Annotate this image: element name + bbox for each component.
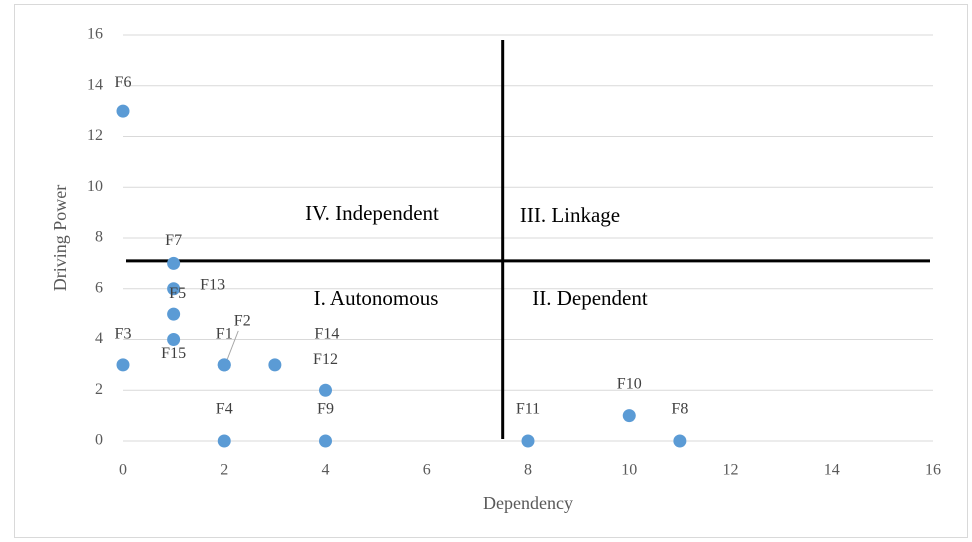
point-label: F3 bbox=[115, 326, 132, 343]
point-label: F14 bbox=[314, 326, 339, 343]
point bbox=[167, 256, 181, 270]
point-label: F13 bbox=[200, 276, 225, 293]
point bbox=[673, 434, 687, 448]
x-tick-label: 6 bbox=[423, 462, 431, 479]
x-tick-label: 4 bbox=[322, 462, 330, 479]
point-label: F1 bbox=[216, 326, 233, 343]
point-label: F2 bbox=[234, 313, 251, 330]
x-tick-label: 8 bbox=[524, 462, 532, 479]
y-tick-label: 4 bbox=[95, 330, 103, 347]
point-label: F10 bbox=[617, 375, 642, 392]
point bbox=[167, 307, 181, 321]
leader-line bbox=[225, 330, 239, 363]
point-label: F4 bbox=[216, 401, 233, 418]
point bbox=[268, 358, 282, 372]
x-tick-label: 16 bbox=[925, 462, 941, 479]
chart-frame bbox=[14, 4, 968, 538]
x-tick-label: 10 bbox=[621, 462, 637, 479]
x-tick-label: 12 bbox=[723, 462, 739, 479]
point bbox=[622, 409, 636, 423]
point-label: F8 bbox=[671, 401, 688, 418]
point-label: F11 bbox=[516, 401, 540, 418]
point-label: F12 bbox=[313, 351, 338, 368]
point bbox=[167, 333, 181, 346]
y-axis-label: Driving Power bbox=[50, 185, 70, 292]
point bbox=[319, 383, 332, 397]
point bbox=[521, 434, 535, 448]
y-tick-label: 8 bbox=[95, 229, 103, 246]
quadrant-label: IV. Independent bbox=[305, 201, 439, 225]
point bbox=[319, 434, 332, 448]
point bbox=[217, 434, 231, 448]
y-tick-label: 2 bbox=[95, 381, 103, 398]
x-axis-label: Dependency bbox=[483, 493, 573, 513]
point-label: F15 bbox=[161, 345, 186, 362]
y-tick-label: 16 bbox=[87, 26, 103, 43]
point bbox=[217, 358, 231, 372]
point bbox=[116, 358, 130, 372]
point-label: F9 bbox=[317, 401, 334, 418]
point bbox=[116, 104, 130, 118]
y-tick-label: 6 bbox=[95, 279, 103, 296]
y-tick-label: 12 bbox=[87, 127, 103, 144]
point-label: F7 bbox=[165, 232, 182, 249]
x-tick-label: 2 bbox=[220, 462, 228, 479]
y-tick-label: 14 bbox=[87, 76, 103, 93]
point bbox=[167, 282, 181, 296]
x-tick-label: 14 bbox=[824, 462, 840, 479]
quadrant-label: I. Autonomous bbox=[314, 286, 439, 310]
quadrant-label: III. Linkage bbox=[520, 203, 620, 227]
point-label: F5 bbox=[169, 285, 186, 302]
point-label: F6 bbox=[115, 74, 132, 91]
x-tick-label: 0 bbox=[119, 462, 127, 479]
quadrant-label: II. Dependent bbox=[532, 286, 648, 310]
y-tick-label: 10 bbox=[87, 178, 103, 195]
y-tick-label: 0 bbox=[95, 432, 103, 449]
